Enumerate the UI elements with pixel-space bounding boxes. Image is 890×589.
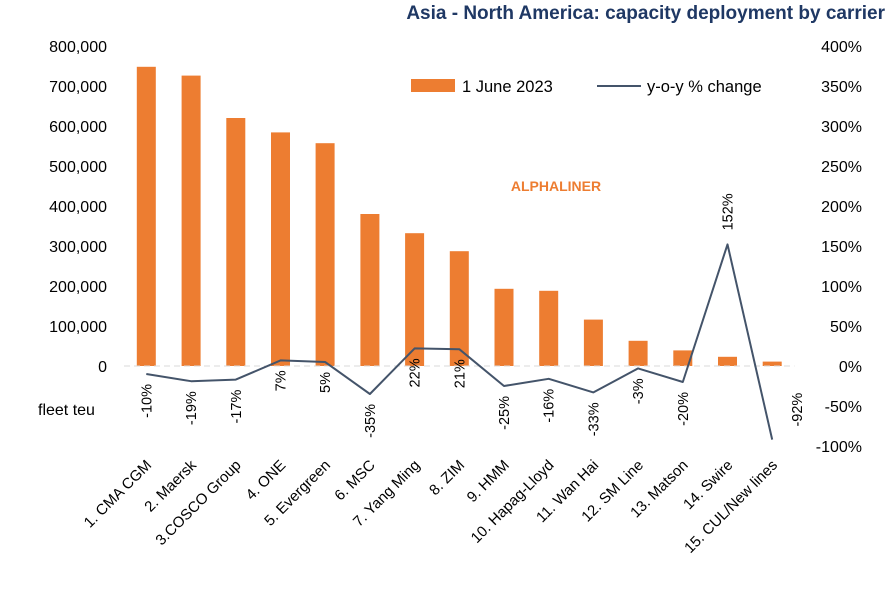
category-label: 1. CMA CGM — [81, 457, 156, 532]
bar — [673, 350, 693, 366]
y2-tick-label: 150% — [821, 239, 862, 256]
legend-bar-swatch — [411, 79, 455, 92]
y2-tick-label: 100% — [821, 279, 862, 296]
y2-tick-label: 400% — [821, 39, 862, 56]
y-tick-label: 200,000 — [49, 279, 107, 296]
bar — [315, 143, 335, 366]
bar — [583, 319, 603, 366]
legend-line-label: y-o-y % change — [647, 78, 762, 96]
pct-data-label: 21% — [452, 359, 468, 388]
bar — [718, 356, 737, 366]
pct-data-label: -33% — [586, 402, 602, 436]
bar — [539, 290, 559, 366]
pct-data-label: 5% — [318, 372, 334, 393]
pct-data-label: -20% — [676, 392, 692, 426]
bar — [226, 118, 246, 366]
y2-tick-label: 0% — [839, 359, 862, 376]
y2-tick-label: 300% — [821, 119, 862, 136]
pct-data-label: -17% — [229, 390, 245, 424]
pct-data-label: 7% — [274, 370, 290, 391]
y-tick-label: 400,000 — [49, 199, 107, 216]
pct-data-label: -35% — [363, 404, 379, 438]
bar — [181, 75, 201, 366]
bar — [449, 251, 469, 366]
legend-bar-label: 1 June 2023 — [462, 78, 553, 96]
y2-tick-label: -100% — [816, 439, 862, 456]
y2-tick-label: 200% — [821, 199, 862, 216]
y-tick-label: 800,000 — [49, 39, 107, 56]
pct-data-label: -3% — [631, 378, 647, 404]
y2-tick-label: -50% — [825, 399, 862, 416]
yoy-change-line — [146, 243, 774, 440]
chart-title: Asia - North America: capacity deploymen… — [406, 3, 885, 24]
y2-tick-label: 350% — [821, 79, 862, 96]
legend: 1 June 2023 y-o-y % change — [411, 78, 762, 96]
pct-data-label: -19% — [184, 391, 200, 425]
pct-data-label: -16% — [542, 389, 558, 423]
pct-data-label: -25% — [497, 396, 513, 430]
y-tick-label: 100,000 — [49, 319, 107, 336]
bar — [271, 132, 290, 366]
y-tick-label: 700,000 — [49, 79, 107, 96]
bar — [628, 340, 648, 366]
bar — [405, 233, 425, 366]
bar — [136, 66, 156, 367]
y-axis-label: fleet teu — [38, 402, 95, 419]
pct-data-label: -92% — [790, 393, 806, 427]
watermark: ALPHALINER — [511, 178, 601, 194]
y-tick-label: 0 — [98, 359, 107, 376]
y-tick-label: 300,000 — [49, 239, 107, 256]
bar — [360, 214, 380, 366]
pct-data-label: -10% — [139, 384, 155, 418]
y2-tick-label: 250% — [821, 159, 862, 176]
pct-data-label: 22% — [408, 358, 424, 387]
y2-tick-label: 50% — [830, 319, 862, 336]
category-label: 3.COSCO Group — [152, 457, 244, 549]
pct-data-label: 152% — [721, 193, 737, 230]
category-label: 8. ZIM — [426, 457, 468, 499]
bar — [762, 361, 782, 366]
y-tick-label: 500,000 — [49, 159, 107, 176]
bar — [494, 288, 514, 366]
y-tick-label: 600,000 — [49, 119, 107, 136]
